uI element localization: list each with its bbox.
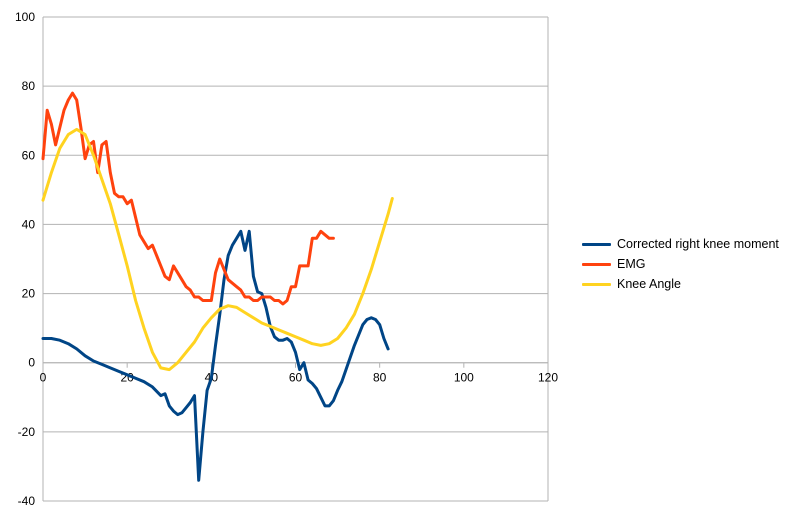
legend-label: Corrected right knee moment <box>617 237 779 251</box>
series-lines <box>41 91 394 482</box>
x-tick-label: 100 <box>454 371 474 385</box>
chart-legend: Corrected right knee moment EMG Knee Angle <box>582 234 779 294</box>
y-tick-labels: -40 -20 0 20 40 60 80 100 <box>15 10 35 508</box>
grid-lines <box>43 16 548 502</box>
y-tick-label: 80 <box>22 79 36 93</box>
x-tick-label: 60 <box>289 371 303 385</box>
series-line-1 <box>41 229 390 482</box>
legend-swatch <box>582 262 611 266</box>
y-tick-label: 100 <box>15 10 35 24</box>
x-tick-labels: 0 20 40 60 80 100 120 <box>40 371 559 385</box>
x-tick-label: 80 <box>373 371 387 385</box>
legend-swatch <box>582 242 611 246</box>
y-tick-label: 20 <box>22 287 36 301</box>
legend-label: Knee Angle <box>617 277 681 291</box>
y-tick-label: 40 <box>22 217 36 231</box>
legend-entry: Corrected right knee moment <box>582 234 779 254</box>
series-line-2 <box>41 91 335 306</box>
legend-label: EMG <box>617 257 646 271</box>
legend-swatch <box>582 282 611 286</box>
legend-entry: EMG <box>582 254 779 274</box>
y-tick-label: 60 <box>22 148 36 162</box>
y-tick-label: -20 <box>18 425 36 439</box>
series-line-3 <box>41 127 394 372</box>
x-tick-label: 0 <box>40 371 47 385</box>
y-tick-label: -40 <box>18 494 36 508</box>
legend-entry: Knee Angle <box>582 274 779 294</box>
x-tick-label: 120 <box>538 371 558 385</box>
y-tick-label: 0 <box>28 356 35 370</box>
axes <box>42 17 549 501</box>
